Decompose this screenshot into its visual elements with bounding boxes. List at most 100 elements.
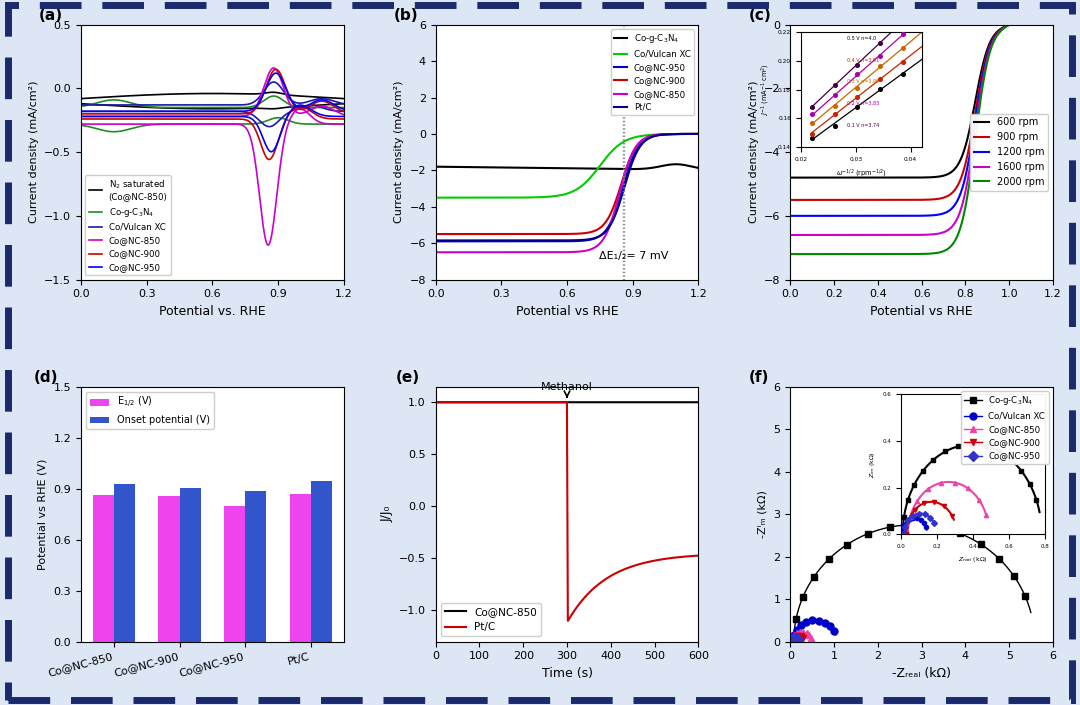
Co/Vulcan XC xyxy=(804,617,816,625)
Line: Co@NC-950: Co@NC-950 xyxy=(787,634,802,645)
Line: Co/Vulcan XC: Co/Vulcan XC xyxy=(789,617,839,645)
Co/Vulcan XC xyxy=(806,616,819,625)
Co@NC-900 xyxy=(786,634,799,642)
Co-g-C$_3$N$_4$ xyxy=(840,540,853,548)
Co/Vulcan XC xyxy=(789,627,802,636)
Co/Vulcan XC xyxy=(820,620,833,628)
Y-axis label: Current density (mA/cm²): Current density (mA/cm²) xyxy=(394,81,404,223)
Co/Vulcan XC xyxy=(814,617,827,625)
Co@NC-850 xyxy=(793,628,806,637)
Co/Vulcan XC xyxy=(791,625,804,634)
Co/Vulcan XC xyxy=(816,618,829,626)
Co@NC-850 xyxy=(786,634,799,642)
Co/Vulcan XC xyxy=(828,629,841,637)
Bar xyxy=(289,493,311,642)
Bar xyxy=(113,484,135,642)
Co@NC-850 xyxy=(805,633,818,642)
Co@NC-950 xyxy=(785,637,798,646)
Co/Vulcan XC xyxy=(819,618,832,627)
Co@NC-900 xyxy=(795,632,808,641)
X-axis label: Potential vs RHE: Potential vs RHE xyxy=(515,305,619,318)
Co/Vulcan XC xyxy=(812,616,825,625)
Co-g-C$_3$N$_4$ xyxy=(836,544,849,552)
Co-g-C$_3$N$_4$ xyxy=(826,551,839,559)
Co@NC-950 xyxy=(785,636,798,644)
Co@NC-900 xyxy=(793,632,806,640)
Legend: Co-g-C$_3$N$_4$, Co/Vulcan XC, Co@NC-850, Co@NC-900, Co@NC-950: Co-g-C$_3$N$_4$, Co/Vulcan XC, Co@NC-850… xyxy=(961,391,1049,464)
Co-g-C$_3$N$_4$ xyxy=(819,559,832,568)
Co@NC-850 xyxy=(796,627,809,636)
Co-g-C$_3$N$_4$ xyxy=(801,582,814,591)
Co/Vulcan XC xyxy=(826,625,839,634)
Co@NC-950 xyxy=(787,634,800,642)
Co@NC-950 xyxy=(791,634,804,642)
Co-g-C$_3$N$_4$ xyxy=(942,525,955,534)
Co@NC-850 xyxy=(789,630,802,638)
Y-axis label: J/J₀: J/J₀ xyxy=(380,506,393,522)
Legend: 600 rpm, 900 rpm, 1200 rpm, 1600 rpm, 2000 rpm: 600 rpm, 900 rpm, 1200 rpm, 1600 rpm, 20… xyxy=(971,114,1048,191)
Legend: Co-g-C$_3$N$_4$, Co/Vulcan XC, Co@NC-950, Co@NC-900, Co@NC-850, Pt/C: Co-g-C$_3$N$_4$, Co/Vulcan XC, Co@NC-950… xyxy=(610,29,694,116)
Line: Co@NC-900: Co@NC-900 xyxy=(788,632,807,645)
Co/Vulcan XC xyxy=(786,637,799,646)
Co@NC-850 xyxy=(802,630,815,639)
Co@NC-850 xyxy=(802,631,815,639)
Text: (e): (e) xyxy=(396,369,420,384)
Co@NC-950 xyxy=(785,637,798,645)
Co-g-C$_3$N$_4$ xyxy=(1024,608,1037,617)
Text: ΔE₁/₂= 7 mV: ΔE₁/₂= 7 mV xyxy=(598,251,667,261)
Co@NC-850 xyxy=(800,629,813,637)
Co@NC-900 xyxy=(788,632,801,641)
Co@NC-850 xyxy=(785,637,798,646)
Co/Vulcan XC xyxy=(810,616,823,625)
Co@NC-850 xyxy=(799,628,812,637)
Text: (a): (a) xyxy=(39,8,63,23)
Co/Vulcan XC xyxy=(808,616,821,625)
X-axis label: -Zᵣₑₐₗ (kΩ): -Zᵣₑₐₗ (kΩ) xyxy=(892,667,951,680)
Co/Vulcan XC xyxy=(787,631,800,639)
Bar xyxy=(311,481,332,642)
Co-g-C$_3$N$_4$ xyxy=(907,520,920,529)
Co@NC-850 xyxy=(798,628,811,637)
Co@NC-900 xyxy=(791,632,804,640)
Co@NC-900 xyxy=(792,632,805,640)
Co/Vulcan XC xyxy=(792,624,805,632)
Co@NC-850 xyxy=(785,636,798,644)
Co@NC-950 xyxy=(788,634,801,642)
Co@NC-850 xyxy=(792,629,805,637)
Co@NC-850 xyxy=(797,628,810,637)
Bar xyxy=(159,496,179,642)
Co/Vulcan XC xyxy=(787,633,800,642)
Co@NC-950 xyxy=(789,634,802,642)
Text: Methanol: Methanol xyxy=(541,382,593,392)
Bar xyxy=(179,488,201,642)
Co/Vulcan XC xyxy=(793,623,806,631)
Co/Vulcan XC xyxy=(786,635,799,644)
Bar xyxy=(93,496,113,642)
Line: Co-g-C$_3$N$_4$: Co-g-C$_3$N$_4$ xyxy=(791,522,1034,644)
Co-g-C$_3$N$_4$ xyxy=(787,637,800,646)
Co@NC-950 xyxy=(789,634,802,642)
Co@NC-900 xyxy=(792,632,805,640)
Text: (c): (c) xyxy=(748,8,771,23)
Co@NC-850 xyxy=(804,632,816,640)
Co@NC-850 xyxy=(786,635,799,644)
Co@NC-950 xyxy=(785,635,798,644)
X-axis label: Time (s): Time (s) xyxy=(541,667,593,680)
Co/Vulcan XC xyxy=(788,630,801,638)
Co@NC-950 xyxy=(786,634,799,643)
Co@NC-850 xyxy=(794,628,807,637)
Co/Vulcan XC xyxy=(827,627,840,635)
Co@NC-950 xyxy=(792,635,805,644)
Co@NC-950 xyxy=(792,634,805,643)
Y-axis label: Current density (mA/cm²): Current density (mA/cm²) xyxy=(748,81,758,223)
X-axis label: Potential vs RHE: Potential vs RHE xyxy=(870,305,973,318)
Co@NC-900 xyxy=(787,633,800,642)
Text: (b): (b) xyxy=(393,8,418,23)
Co@NC-950 xyxy=(787,634,800,642)
Co/Vulcan XC xyxy=(796,620,809,628)
Bar xyxy=(245,491,266,642)
Co/Vulcan XC xyxy=(824,622,837,630)
Co@NC-900 xyxy=(785,637,798,645)
Bar xyxy=(225,505,245,642)
Co@NC-900 xyxy=(785,637,798,646)
